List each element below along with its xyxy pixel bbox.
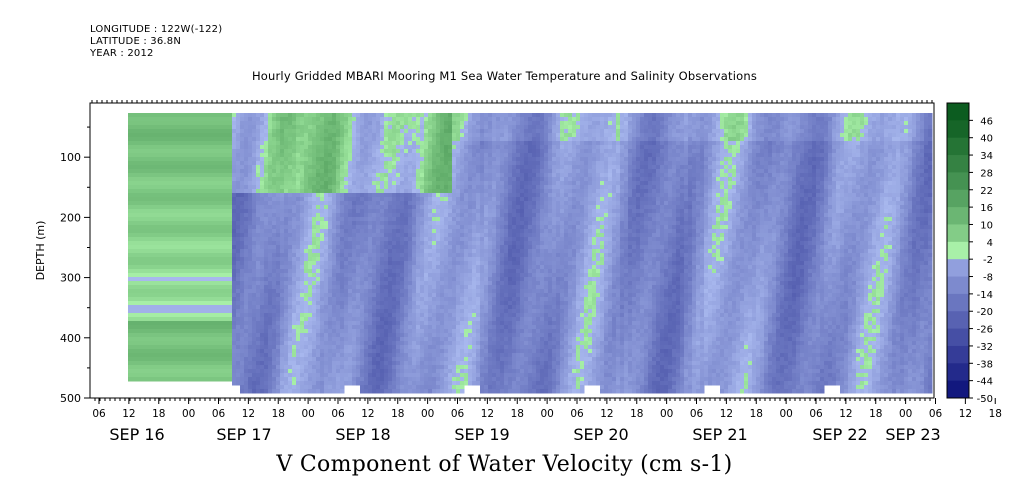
x-tick-label: 12	[242, 408, 255, 420]
x-tick-label: 18	[272, 408, 285, 420]
colorbar-label: -26	[977, 325, 993, 336]
colorbar-segment	[947, 189, 969, 208]
x-day-label: SEP 23	[885, 425, 940, 444]
x-tick-label: 12	[959, 408, 972, 420]
colorbar-segment	[947, 311, 969, 330]
colorbar-label: -14	[977, 290, 993, 301]
x-tick-label: 18	[989, 408, 1002, 420]
y-tick-label: 100	[60, 151, 81, 164]
longitude-label: LONGITUDE : 122W(-122)	[90, 24, 223, 35]
y-tick-label: 500	[60, 392, 81, 405]
x-day-label: SEP 18	[335, 425, 390, 444]
colorbar-segment	[947, 363, 969, 382]
colorbar-segment	[947, 120, 969, 139]
x-day-label: SEP 22	[812, 425, 867, 444]
colorbar-segment	[947, 155, 969, 173]
x-tick-label: 18	[152, 408, 165, 420]
x-tick-label: 00	[421, 408, 434, 420]
colorbar-segment	[947, 380, 969, 399]
colorbar-segment	[947, 207, 969, 225]
y-tick-label: 400	[60, 332, 81, 345]
x-tick-label: 12	[839, 408, 852, 420]
colorbar-label: -44	[977, 377, 993, 388]
x-tick-label: 00	[301, 408, 314, 420]
colorbar-label: -50	[977, 394, 993, 405]
x-tick-label: 18	[750, 408, 763, 420]
colorbar-segment	[947, 137, 969, 156]
y-tick-label: 200	[60, 211, 81, 224]
x-tick-label: 06	[929, 408, 943, 420]
colorbar-segment	[947, 293, 969, 312]
x-day-label: SEP 21	[692, 425, 747, 444]
colorbar-segment	[947, 103, 969, 121]
colorbar-label: 22	[980, 186, 993, 197]
colorbar-segment	[947, 328, 969, 347]
colorbar-label: 4	[987, 238, 993, 249]
latitude-label: LATITUDE : 36.8N	[90, 36, 182, 47]
x-tick-label: 12	[361, 408, 374, 420]
x-tick-label: 06	[331, 408, 345, 420]
colorbar-label: 10	[980, 220, 993, 231]
colorbar-label: 34	[980, 151, 993, 162]
colorbar-label: 16	[980, 203, 993, 214]
x-tick-label: 06	[570, 408, 584, 420]
x-tick-label: 00	[660, 408, 673, 420]
x-tick-label: 00	[899, 408, 912, 420]
x-tick-label: 06	[690, 408, 704, 420]
colorbar-label: -2	[983, 255, 993, 266]
colorbar-frame	[946, 102, 970, 399]
x-day-label: SEP 19	[454, 425, 509, 444]
x-tick-label: 18	[391, 408, 404, 420]
x-tick-label: 12	[481, 408, 494, 420]
x-tick-label: 18	[511, 408, 524, 420]
x-tick-label: 00	[779, 408, 792, 420]
colorbar-label: 46	[980, 116, 993, 127]
x-day-label: SEP 20	[573, 425, 628, 444]
x-tick-label: 12	[720, 408, 733, 420]
colorbar-segment	[947, 241, 969, 260]
x-tick-label: 12	[122, 408, 135, 420]
colorbar-segment	[947, 276, 969, 295]
x-tick-label: 06	[92, 408, 106, 420]
year-label: YEAR : 2012	[90, 48, 154, 59]
colorbar-label: -20	[977, 307, 993, 318]
x-axis-label: V Component of Water Velocity (cm s-1)	[276, 452, 733, 477]
x-tick-label: 06	[451, 408, 465, 420]
chart-title: Hourly Gridded MBARI Mooring M1 Sea Wate…	[251, 69, 758, 83]
colorbar-label: 28	[980, 168, 993, 179]
colorbar-segment	[947, 172, 969, 191]
x-tick-label: 00	[540, 408, 553, 420]
x-tick-label: 06	[212, 408, 226, 420]
colorbar-segment	[947, 345, 969, 364]
x-tick-label: 06	[809, 408, 823, 420]
colorbar-label: -8	[983, 273, 993, 284]
x-tick-label: 18	[630, 408, 643, 420]
colorbar-label: -32	[977, 342, 993, 353]
x-day-label: SEP 17	[216, 425, 271, 444]
x-tick-label: 18	[869, 408, 882, 420]
x-tick-label: 12	[600, 408, 613, 420]
x-day-label: SEP 16	[109, 425, 164, 444]
colorbar-label: 40	[980, 134, 993, 145]
colorbar-label: -38	[977, 359, 993, 370]
colorbar-segment	[947, 259, 969, 278]
y-axis-label: DEPTH (m)	[34, 221, 47, 281]
colorbar-segment	[947, 224, 969, 243]
y-tick-label: 300	[60, 272, 81, 285]
x-tick-label: 00	[182, 408, 195, 420]
